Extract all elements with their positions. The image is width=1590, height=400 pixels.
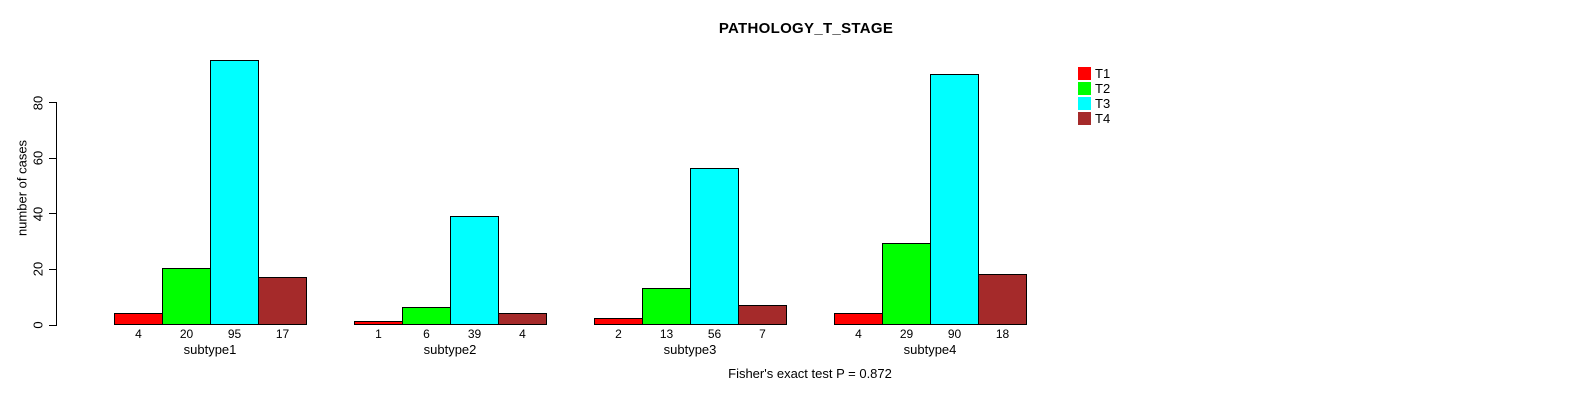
bar-value-label: 4 (135, 327, 142, 341)
y-axis-tick (49, 102, 57, 104)
bar-value-label: 7 (759, 327, 766, 341)
category-label-subtype3: subtype3 (663, 342, 717, 357)
bar-t4-subtype2 (498, 313, 547, 325)
bar-t3-subtype3 (690, 168, 739, 325)
bar-value-label: 6 (423, 327, 430, 341)
bar-value-label: 29 (899, 327, 914, 341)
legend: T1 T2 T3 T4 (1078, 66, 1110, 126)
y-axis-tick-label: 60 (30, 150, 46, 166)
bar-value-label: 13 (659, 327, 674, 341)
bar-t2-subtype3 (642, 288, 691, 325)
chart-title: PATHOLOGY_T_STAGE (718, 20, 894, 37)
y-axis-tick (49, 268, 57, 270)
legend-item-t1: T1 (1078, 66, 1110, 81)
y-axis-tick (49, 157, 57, 159)
y-axis-tick-label: 40 (30, 206, 46, 222)
bar-t1-subtype3 (594, 318, 643, 325)
bar-value-label: 4 (855, 327, 862, 341)
bar-t2-subtype2 (402, 307, 451, 325)
fisher-test-annotation: Fisher's exact test P = 0.872 (728, 366, 892, 381)
category-label-subtype4: subtype4 (903, 342, 957, 357)
legend-label: T2 (1095, 81, 1111, 96)
bar-t2-subtype4 (882, 243, 931, 325)
bar-value-label: 90 (947, 327, 962, 341)
bar-value-label: 18 (995, 327, 1010, 341)
legend-swatch-t3 (1078, 97, 1091, 110)
bar-t4-subtype4 (978, 274, 1027, 325)
y-axis-tick-label: 20 (30, 262, 46, 277)
bar-t4-subtype3 (738, 305, 787, 325)
bar-value-label: 95 (227, 327, 242, 341)
y-axis-tick (49, 324, 57, 326)
bar-t3-subtype1 (210, 60, 259, 325)
legend-item-t4: T4 (1078, 111, 1110, 126)
y-axis-tick-label: 80 (30, 95, 46, 110)
bar-t3-subtype4 (930, 74, 979, 325)
bar-value-label: 2 (615, 327, 622, 341)
y-axis-label: number of cases (14, 139, 30, 237)
bar-t1-subtype1 (114, 313, 163, 325)
legend-swatch-t4 (1078, 112, 1091, 125)
category-label-subtype2: subtype2 (423, 342, 477, 357)
legend-item-t2: T2 (1078, 81, 1110, 96)
legend-label: T1 (1095, 66, 1111, 81)
legend-label: T3 (1095, 96, 1111, 111)
legend-swatch-t2 (1078, 82, 1091, 95)
bar-value-label: 39 (467, 327, 482, 341)
legend-label: T4 (1095, 111, 1111, 126)
legend-item-t3: T3 (1078, 96, 1110, 111)
bar-t2-subtype1 (162, 268, 211, 325)
y-axis-tick (49, 213, 57, 215)
bar-t1-subtype2 (354, 321, 403, 325)
bar-value-label: 56 (707, 327, 722, 341)
bar-t3-subtype2 (450, 216, 499, 325)
legend-swatch-t1 (1078, 67, 1091, 80)
bar-t1-subtype4 (834, 313, 883, 325)
bar-value-label: 20 (179, 327, 194, 341)
y-axis-tick-label: 0 (30, 321, 46, 329)
bar-t4-subtype1 (258, 277, 307, 325)
bar-value-label: 4 (519, 327, 526, 341)
bar-value-label: 1 (375, 327, 382, 341)
bar-value-label: 17 (275, 327, 290, 341)
category-label-subtype1: subtype1 (183, 342, 237, 357)
